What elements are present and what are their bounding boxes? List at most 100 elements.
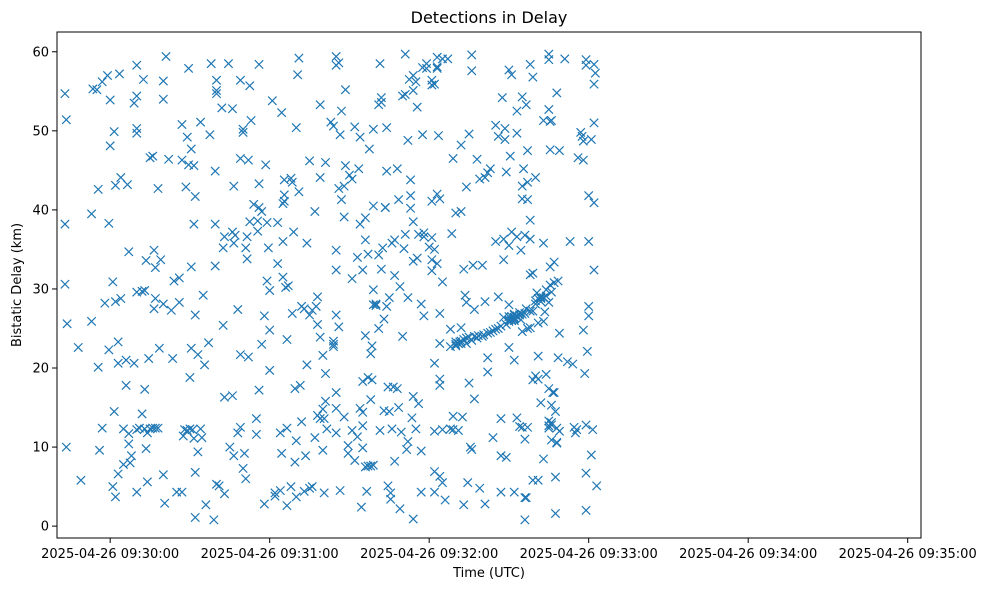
data-point [382,166,392,176]
data-point [302,360,312,370]
data-point [110,296,121,307]
data-point [132,123,142,134]
data-point [219,392,230,402]
data-point [132,91,142,101]
data-point [496,451,506,461]
data-point [528,72,538,82]
data-point [339,212,349,222]
data-point [550,406,561,417]
data-point [550,472,561,482]
data-point [189,160,199,171]
data-point [86,316,97,326]
data-point [296,417,307,427]
data-point [113,337,123,347]
data-point [233,428,243,438]
data-point [249,199,259,209]
data-point [440,495,450,505]
data-point [429,244,440,255]
data-point [211,479,222,489]
data-point [347,425,357,436]
data-point [253,226,263,236]
data-point [340,85,351,95]
x-tick-label: 2025-04-26 09:31:00 [201,547,339,562]
data-point [588,425,598,435]
data-point [262,276,272,286]
data-point [491,120,501,130]
data-point [546,400,557,410]
data-point [259,499,269,509]
data-point [211,85,222,96]
data-point [392,383,402,394]
data-point [544,297,554,308]
data-point [189,433,199,444]
data-point [366,461,376,471]
data-point [496,321,506,331]
data-point [104,345,114,355]
data-point [589,79,599,89]
data-point [113,358,123,368]
data-point [235,422,246,432]
data-point [161,51,171,62]
data-point [290,457,300,467]
data-point [195,117,206,127]
data-point [238,463,248,474]
data-point [331,428,341,438]
data-point [411,424,421,434]
data-point [355,132,365,142]
data-point [581,420,591,430]
data-point [403,135,413,145]
data-point [217,103,227,113]
chart-title: Detections in Delay [411,8,568,27]
data-point [509,487,519,497]
data-point [218,243,228,253]
data-point [304,310,315,320]
data-point [363,249,373,259]
data-point [509,355,519,365]
data-point [291,123,301,133]
data-point [427,232,437,243]
data-point [140,285,150,296]
data-point [496,413,506,424]
data-point [545,145,555,155]
data-point [549,387,559,398]
data-point [291,492,301,502]
data-point [368,201,378,211]
x-axis-label: Time (UTC) [452,566,525,581]
data-point [582,346,592,357]
data-point [374,250,384,260]
data-point [246,115,256,126]
data-point [132,128,142,138]
data-point [378,243,388,253]
data-point [533,351,543,361]
data-point [399,244,409,254]
data-point [294,53,304,63]
data-point [132,60,142,70]
data-point [254,385,264,395]
data-point [467,335,477,345]
data-point [205,130,215,140]
data-point [350,455,360,466]
data-point [528,306,538,316]
data-point [419,232,429,242]
data-point [589,198,599,208]
data-point [310,432,320,443]
data-point [121,380,131,391]
data-point [541,369,551,379]
y-tick-label: 10 [32,441,49,456]
data-point [465,442,476,452]
data-point [114,69,125,79]
data-point [358,265,368,275]
data-point [589,118,599,128]
data-point [467,444,477,455]
data-point [318,404,328,414]
data-points [60,49,602,525]
data-point [358,421,368,431]
data-point [364,144,374,154]
data-point [544,104,554,115]
data-point [552,88,562,98]
data-point [417,130,428,140]
data-point [282,500,292,511]
data-point [331,51,341,62]
data-point [520,493,530,503]
data-point [300,451,311,461]
